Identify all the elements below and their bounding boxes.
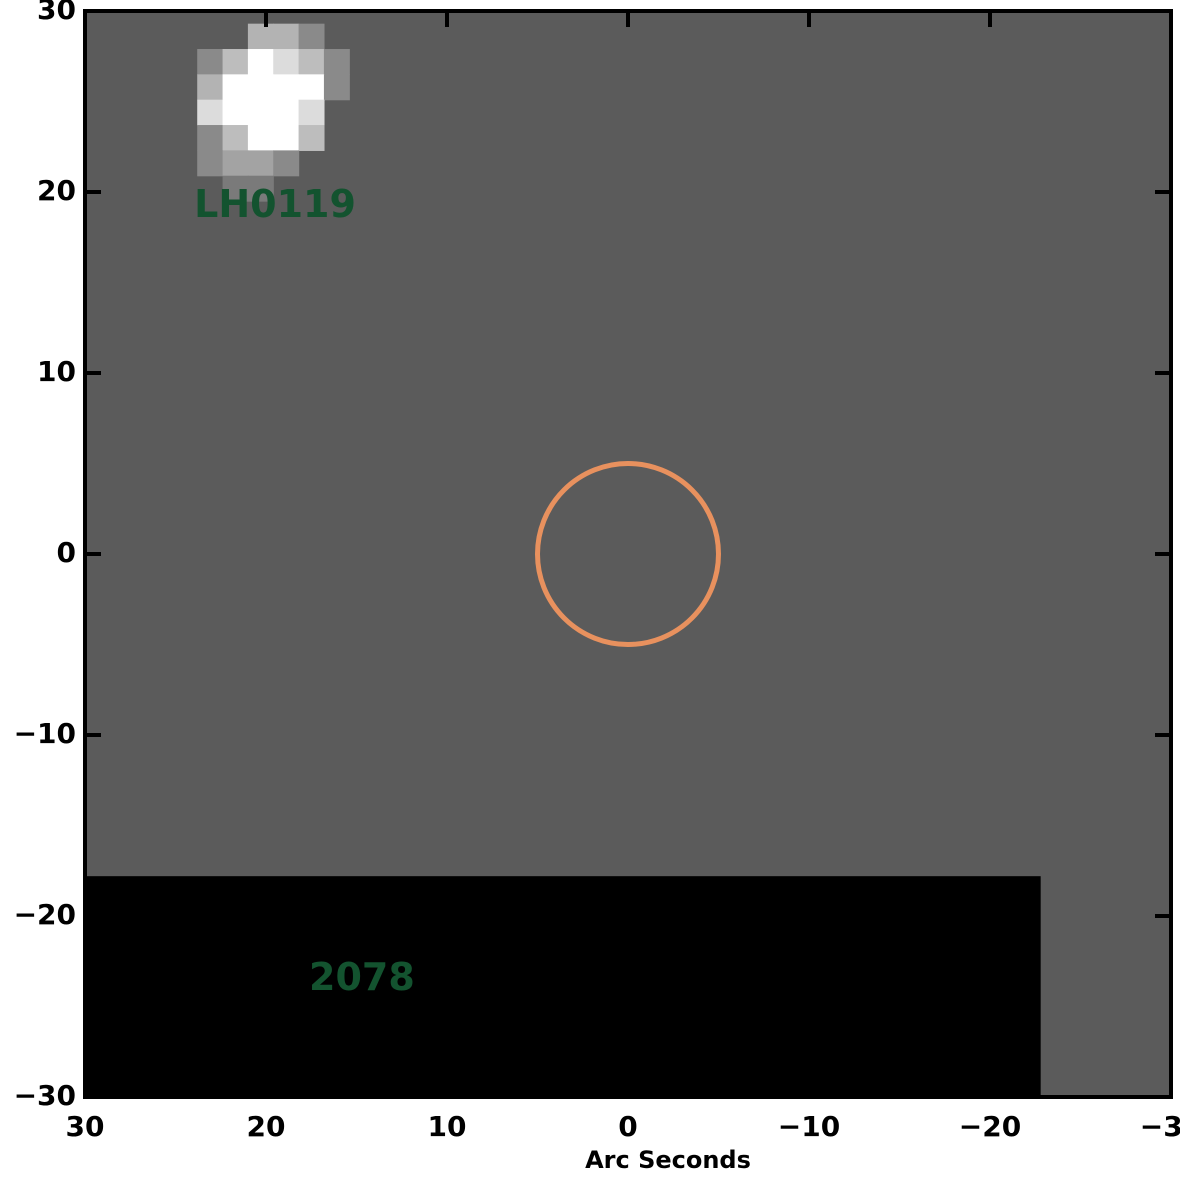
x-tick-label: 20 xyxy=(247,1110,286,1143)
source-pixel xyxy=(247,150,274,177)
no-data-region xyxy=(85,876,1041,1097)
source-pixel xyxy=(197,150,224,177)
source-label: LH0119 xyxy=(194,182,356,226)
source-pixel xyxy=(222,74,249,101)
source-pixel xyxy=(247,99,274,126)
source-pixel xyxy=(197,49,224,75)
y-tick-label: 30 xyxy=(37,0,76,26)
source-pixel xyxy=(298,49,325,75)
x-axis-label: Arc Seconds xyxy=(585,1146,751,1174)
source-pixel xyxy=(222,99,249,126)
source-pixel xyxy=(298,74,325,101)
source-pixel xyxy=(273,49,300,75)
source-pixel xyxy=(247,175,274,202)
y-tick-label: −20 xyxy=(14,898,76,931)
source-pixel xyxy=(222,150,249,177)
source-pixel xyxy=(323,74,350,101)
source-pixel xyxy=(247,125,274,151)
y-tick-label: 20 xyxy=(37,174,76,207)
source-pixel xyxy=(298,125,325,151)
y-tick-label: 10 xyxy=(37,355,76,388)
x-tick-label: 30 xyxy=(66,1110,105,1143)
source-pixel xyxy=(298,23,325,50)
overlay-layer: LH0119 2078 xyxy=(194,182,721,999)
x-tick-label: 10 xyxy=(428,1110,467,1143)
x-tick-label: −20 xyxy=(959,1110,1021,1143)
source-pixel xyxy=(247,74,274,101)
y-tick-label: −10 xyxy=(14,717,76,750)
x-tick-label: 0 xyxy=(618,1110,637,1143)
source-pixel xyxy=(247,23,274,50)
source-pixel xyxy=(197,74,224,101)
x-tick-label: −10 xyxy=(778,1110,840,1143)
source-pixel xyxy=(197,125,224,151)
source-pixel xyxy=(197,99,224,126)
source-label: 2078 xyxy=(309,955,415,999)
source-pixel xyxy=(222,175,249,202)
aperture-circle xyxy=(535,461,721,647)
source-pixel xyxy=(273,99,300,126)
source-pixel xyxy=(222,49,249,75)
source-pixel xyxy=(273,125,300,151)
image-layer xyxy=(85,11,1171,1097)
y-tick-label: 0 xyxy=(57,536,76,569)
source-pixel xyxy=(222,125,249,151)
source-pixel xyxy=(273,150,300,177)
source-pixel xyxy=(247,49,274,75)
x-tick-label: −30 xyxy=(1140,1110,1180,1143)
source-pixel xyxy=(323,49,350,75)
source-pixel xyxy=(273,23,300,50)
source-pixel xyxy=(273,74,300,101)
source-pixel xyxy=(298,99,325,126)
y-tick-label: −30 xyxy=(14,1079,76,1112)
